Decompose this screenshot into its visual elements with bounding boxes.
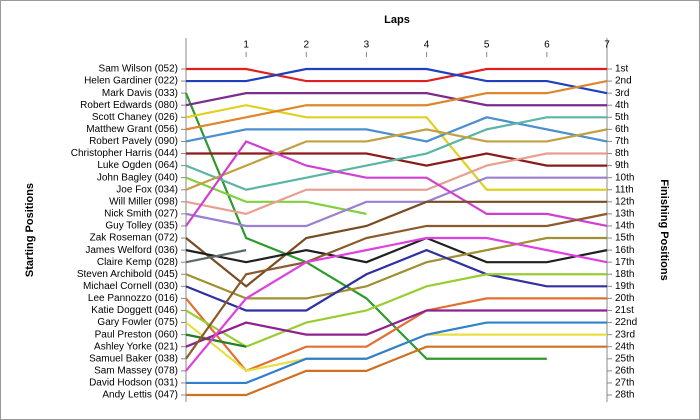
y2-tick-label: 22nd [615, 317, 637, 328]
y2-tick-label: 16th [615, 245, 634, 256]
position-line [185, 297, 607, 373]
y2-tick-label: 19th [615, 281, 634, 292]
series-label: James Welford (036) [85, 245, 178, 256]
series-label: Guy Tolley (035) [105, 221, 178, 232]
y2-tick-label: 6th [615, 124, 629, 135]
y2-tick-label: 15th [615, 233, 634, 244]
x-tick-label: 3 [364, 40, 370, 51]
series-label: Nick Smith (027) [104, 209, 178, 220]
position-line [186, 67, 608, 95]
series-label: Matthew Grant (056) [86, 124, 178, 135]
series-label: Sam Massey (078) [94, 365, 178, 376]
position-line [186, 67, 607, 83]
x-tick-label: 5 [484, 40, 490, 51]
series-label: Zak Roseman (072) [90, 233, 178, 244]
y2-axis-title: Finishing Positions [658, 179, 670, 280]
position-line [185, 249, 247, 264]
y2-tick-label: 10th [615, 172, 634, 183]
series-label: Steven Archibold (045) [77, 269, 178, 280]
y2-tick-label: 5th [615, 112, 629, 123]
position-line [186, 345, 607, 397]
y2-tick-label: 28th [615, 390, 634, 401]
series-label: Andy Lettis (047) [102, 390, 178, 401]
y2-tick-label: 24th [615, 341, 634, 352]
position-line [186, 321, 607, 385]
y2-tick-label: 13th [615, 209, 634, 220]
position-line [185, 236, 607, 300]
y2-tick-label: 20th [615, 293, 634, 304]
series-label: Mark Davis (033) [102, 88, 178, 99]
series-label: Ashley Yorke (021) [94, 341, 178, 352]
position-line [185, 128, 608, 191]
position-line [185, 273, 607, 348]
y2-tick-label: 23rd [615, 329, 635, 340]
series-label: Paul Preston (060) [95, 329, 178, 340]
position-line [185, 248, 607, 312]
series-label: Gary Fowler (075) [97, 317, 178, 328]
y2-tick-label: 12th [615, 196, 634, 207]
series-label: Scott Chaney (026) [92, 112, 178, 123]
series-label: Claire Kemp (028) [97, 257, 178, 268]
series-label: Helen Gardiner (022) [84, 76, 178, 87]
position-line [185, 152, 607, 216]
y2-tick-label: 4th [615, 100, 629, 111]
position-line [185, 236, 608, 372]
position-line [184, 92, 547, 360]
series-label: Robert Edwards (080) [80, 100, 178, 111]
x-tick-label: 7 [604, 40, 610, 51]
y2-tick-label: 1st [615, 64, 629, 75]
series-label: Will Miller (098) [109, 196, 178, 207]
series-label: Michael Cornell (030) [83, 281, 178, 292]
position-line [185, 92, 607, 107]
position-line [185, 200, 607, 288]
x-tick-label: 2 [304, 40, 310, 51]
series-label: Sam Wilson (052) [99, 64, 178, 75]
x-tick-label: 1 [243, 40, 249, 51]
y2-tick-label: 18th [615, 269, 634, 280]
y2-tick-label: 27th [615, 378, 634, 389]
position-line [185, 309, 607, 348]
x-tick-label: 6 [544, 40, 550, 51]
y2-tick-label: 17th [615, 257, 634, 268]
y2-tick-label: 9th [615, 160, 629, 171]
y2-tick-label: 8th [615, 148, 629, 159]
y2-tick-label: 3rd [615, 88, 629, 99]
series-label: Robert Pavely (090) [89, 136, 178, 147]
position-line [185, 236, 608, 264]
y2-tick-label: 21st [615, 305, 634, 316]
y-axis-title: Starting Positions [24, 183, 36, 277]
position-line [185, 212, 608, 360]
series-label: Luke Ogden (064) [97, 160, 178, 171]
series-label: Lee Pannozzo (016) [88, 293, 178, 304]
position-line [185, 79, 608, 131]
position-line [185, 140, 608, 228]
series-label: Christopher Harris (044) [71, 148, 178, 159]
position-line [185, 333, 247, 348]
chart-title: Laps [384, 14, 410, 26]
series-label: David Hodson (031) [89, 378, 178, 389]
series-label: Samuel Baker (038) [89, 353, 178, 364]
x-tick-label: 4 [424, 40, 430, 51]
position-line [185, 176, 607, 228]
position-line [185, 116, 607, 191]
series-label: John Bagley (040) [97, 172, 178, 183]
series-label: Joe Fox (034) [116, 184, 178, 195]
y2-tick-label: 11th [615, 184, 634, 195]
y2-tick-label: 14th [615, 221, 634, 232]
position-line [185, 104, 607, 191]
series-label: Katie Doggett (046) [91, 305, 178, 316]
y2-tick-label: 26th [615, 365, 634, 376]
y2-tick-label: 2nd [615, 76, 632, 87]
y2-tick-label: 7th [615, 136, 629, 147]
y2-tick-label: 25th [615, 353, 634, 364]
